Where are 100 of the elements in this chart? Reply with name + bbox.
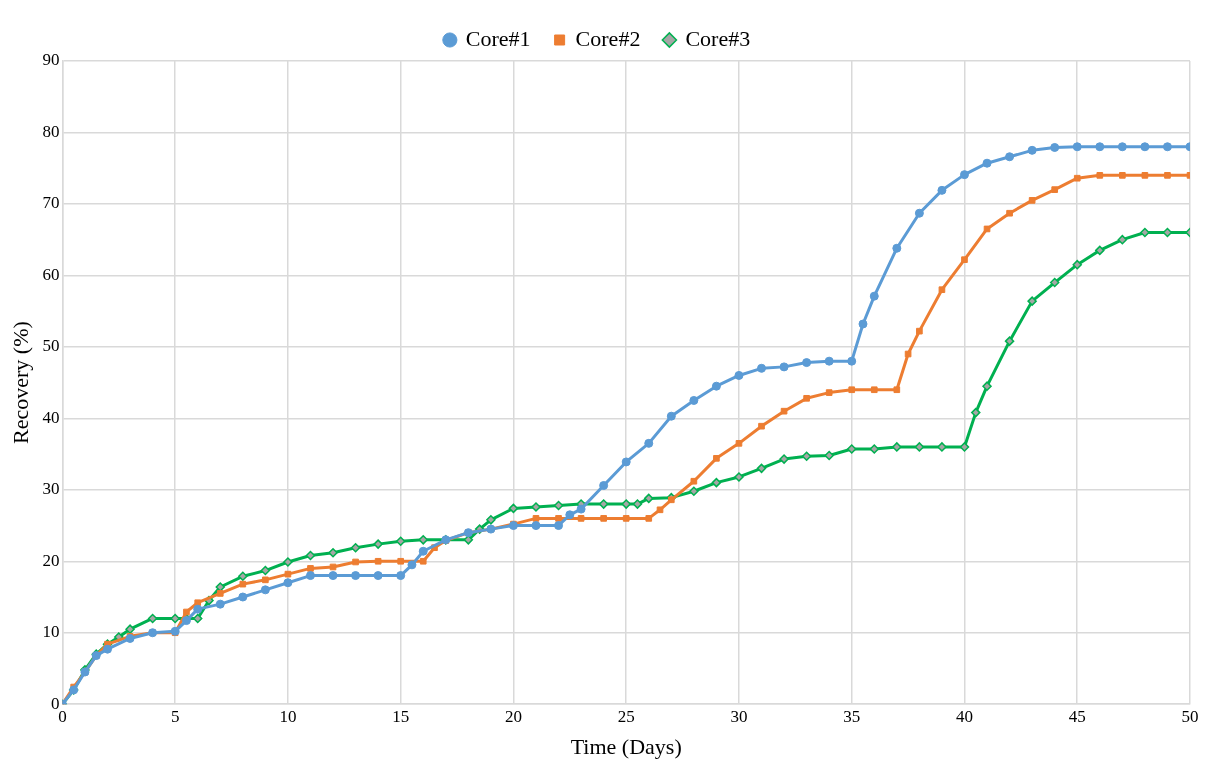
point: [735, 440, 743, 447]
y-tick-label: 50: [42, 336, 60, 356]
point: [938, 286, 946, 294]
point: [914, 208, 924, 218]
y-tick-label: 90: [42, 50, 60, 70]
point: [779, 454, 789, 464]
point: [397, 557, 405, 565]
point: [892, 243, 902, 253]
point: [1049, 277, 1060, 288]
point: [531, 502, 541, 512]
point: [1072, 142, 1082, 152]
point: [689, 395, 699, 405]
x-tick-label: 50: [1181, 706, 1199, 726]
point: [125, 624, 135, 634]
point: [260, 565, 271, 576]
point: [260, 585, 270, 595]
point: [1051, 186, 1059, 193]
point: [916, 327, 923, 335]
point: [328, 547, 338, 558]
point: [307, 565, 314, 572]
point: [1095, 142, 1105, 152]
point: [565, 510, 575, 520]
y-tick-label: 30: [42, 479, 60, 499]
point: [238, 571, 248, 582]
point: [892, 442, 902, 452]
legend-label: Core#3: [685, 25, 751, 51]
point: [418, 535, 428, 545]
point: [555, 515, 562, 522]
point: [1072, 259, 1082, 270]
y-axis-title: Recovery (%): [7, 321, 33, 444]
x-tick-label: 35: [843, 706, 861, 726]
x-tick-label: 45: [1068, 706, 1086, 726]
point: [350, 542, 361, 553]
point: [329, 563, 337, 571]
x-tick-label: 15: [392, 706, 410, 726]
point: [1141, 172, 1149, 179]
point: [801, 451, 812, 461]
point: [824, 450, 834, 461]
point: [328, 571, 338, 581]
point: [961, 256, 968, 264]
point: [847, 356, 857, 366]
point: [667, 496, 675, 504]
point: [262, 576, 269, 584]
point: [846, 444, 857, 454]
point: [982, 381, 992, 391]
point: [1117, 142, 1127, 152]
point: [690, 477, 698, 485]
point: [937, 442, 947, 452]
y-tick-label: 40: [42, 407, 60, 427]
point: [1027, 145, 1037, 155]
point: [621, 457, 631, 467]
point: [374, 557, 382, 565]
point: [193, 604, 203, 614]
point: [644, 493, 654, 504]
x-axis-title: Time (Days): [570, 733, 682, 759]
point: [802, 358, 812, 368]
point: [238, 592, 248, 602]
point: [373, 539, 383, 549]
point: [734, 370, 744, 380]
x-tick-label: 20: [504, 706, 522, 726]
point: [1006, 209, 1013, 217]
point: [848, 386, 856, 394]
legend-label: Core#1: [465, 25, 531, 51]
point: [869, 444, 880, 454]
point: [1140, 227, 1150, 238]
point: [305, 550, 316, 561]
point: [803, 394, 810, 402]
y-tick-label: 10: [42, 622, 60, 642]
legend-label: Core#2: [575, 25, 641, 51]
point: [937, 185, 947, 195]
point: [1096, 172, 1104, 179]
x-tick-label: 40: [955, 706, 973, 726]
point: [215, 582, 226, 592]
point: [576, 504, 586, 514]
y-tick-label: 80: [42, 121, 60, 141]
point: [1095, 245, 1105, 256]
point: [1117, 234, 1128, 245]
point: [1164, 172, 1171, 179]
point: [183, 608, 190, 616]
point: [599, 481, 609, 491]
x-tick-label: 25: [617, 706, 635, 726]
point: [103, 644, 112, 654]
point: [644, 438, 654, 448]
point: [216, 590, 224, 597]
point: [893, 386, 901, 394]
point: [621, 499, 631, 509]
point: [577, 515, 585, 522]
point: [351, 571, 361, 581]
point: [971, 407, 981, 418]
point: [756, 463, 767, 474]
point: [656, 506, 664, 514]
point: [904, 350, 912, 358]
point: [1162, 142, 1172, 152]
point: [689, 486, 699, 496]
point: [959, 442, 970, 452]
point: [645, 515, 653, 522]
point: [600, 515, 607, 522]
point: [194, 599, 202, 607]
point: [283, 557, 293, 567]
x-tick-label: 5: [170, 706, 180, 726]
